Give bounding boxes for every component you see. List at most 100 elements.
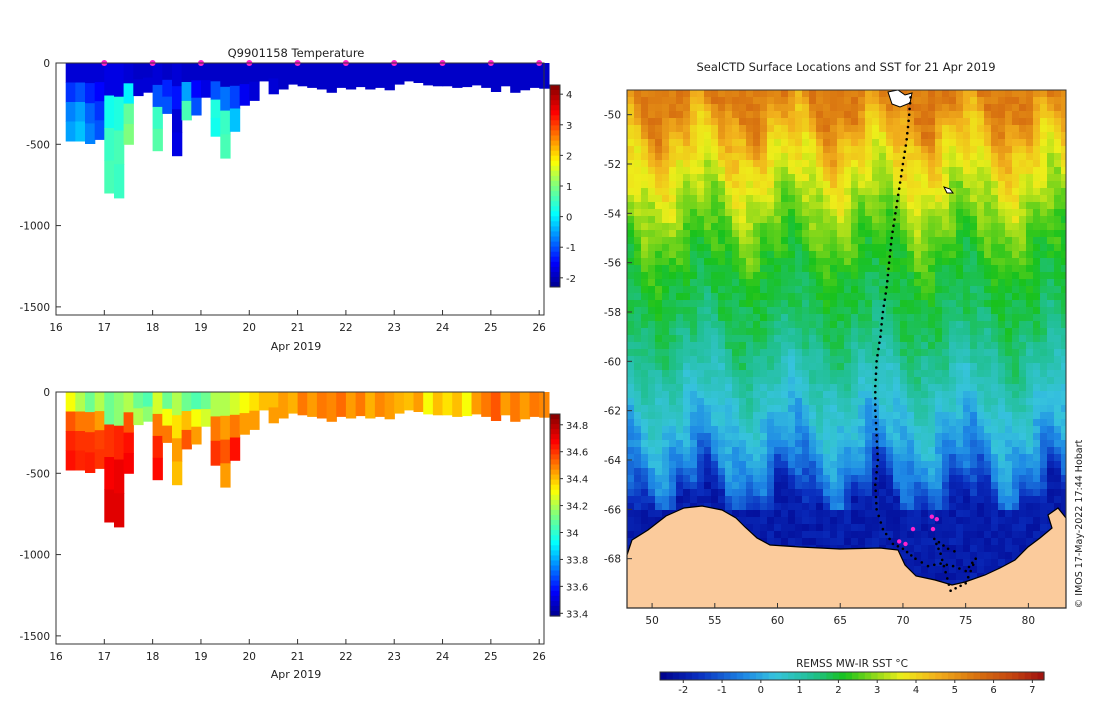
sst-cell [690,174,698,182]
sst-cell [879,279,887,287]
sst-cell [921,412,929,420]
sst-cell [746,363,754,371]
sst-cell [942,174,950,182]
sst-cell [1033,279,1041,287]
sst-cell [914,503,922,511]
sst-cell [662,314,670,322]
sst-cell [893,139,901,147]
colorbar-swatch [550,216,560,222]
sst-cell [907,405,915,413]
sst-cell [1040,202,1048,210]
sst-cell [963,230,971,238]
sst-cell [767,531,775,539]
sst-cell [662,174,670,182]
sst-cell [865,419,873,427]
sst-cell [746,482,754,490]
sst-cell [991,132,999,140]
sst-cell [809,461,817,469]
profile-cell [288,392,298,414]
sst-cell [774,349,782,357]
sst-cell [1026,272,1034,280]
sst-cell [795,272,803,280]
profile-cell [182,101,192,121]
sst-cell [690,293,698,301]
sst-cell [795,377,803,385]
sst-cell [1040,195,1048,203]
sst-cell [998,524,1006,532]
sst-cell [753,419,761,427]
sst-cell [711,237,719,245]
sst-cell [879,223,887,231]
sst-cell [1054,496,1062,504]
sst-cell [711,356,719,364]
sst-cell [886,146,894,154]
sst-cell [935,223,943,231]
sst-cell [746,307,754,315]
sst-cell [844,237,852,245]
sst-cell [746,433,754,441]
sst-cell [753,328,761,336]
sst-cell [942,475,950,483]
sst-cell [1026,412,1034,420]
sst-cell [690,195,698,203]
sst-cell [648,251,656,259]
sst-cell [802,489,810,497]
sst-cell [802,398,810,406]
sst-cell [900,391,908,399]
sst-cell [711,188,719,196]
sst-cell [802,97,810,105]
sst-cell [725,265,733,273]
sst-cell [879,489,887,497]
sst-cell [886,349,894,357]
sst-cell [830,111,838,119]
sst-cell [963,223,971,231]
sst-cell [984,510,992,518]
sst-cell [690,160,698,168]
sst-cell [760,209,768,217]
sst-cell [1019,181,1027,189]
profile-cell [182,411,192,431]
sst-cell [921,167,929,175]
sst-cell [970,482,978,490]
sst-cell [641,174,649,182]
sst-cell [1019,440,1027,448]
sst-cell [963,111,971,119]
sst-cell [858,111,866,119]
sst-cell [1012,272,1020,280]
sst-cell [781,468,789,476]
sst-cell [627,167,635,175]
sst-cell [725,454,733,462]
sst-cell [802,90,810,98]
sst-cell [816,363,824,371]
sst-cell [753,370,761,378]
sst-cell [683,286,691,294]
sst-cell [732,321,740,329]
sst-cell [795,181,803,189]
sst-cell [977,209,985,217]
sst-cell [935,384,943,392]
sst-cell [641,181,649,189]
sst-cell [928,223,936,231]
sst-cell [648,139,656,147]
sst-cell [774,286,782,294]
sst-cell [669,391,677,399]
sst-cell [900,510,908,518]
sst-cell [781,349,789,357]
sst-cell [760,258,768,266]
sst-cell [704,216,712,224]
sst-cell [858,244,866,252]
sst-cell [886,202,894,210]
sst-cell [928,503,936,511]
sst-cell [760,195,768,203]
sst-cell [907,314,915,322]
sst-cell [634,279,642,287]
sst-cell [655,230,663,238]
sst-cell [900,258,908,266]
sst-cell [1047,125,1055,133]
sst-cell [746,475,754,483]
sst-cell [998,307,1006,315]
sst-cell [648,279,656,287]
sst-cell [767,167,775,175]
sst-cell [998,349,1006,357]
sst-cell [760,454,768,462]
